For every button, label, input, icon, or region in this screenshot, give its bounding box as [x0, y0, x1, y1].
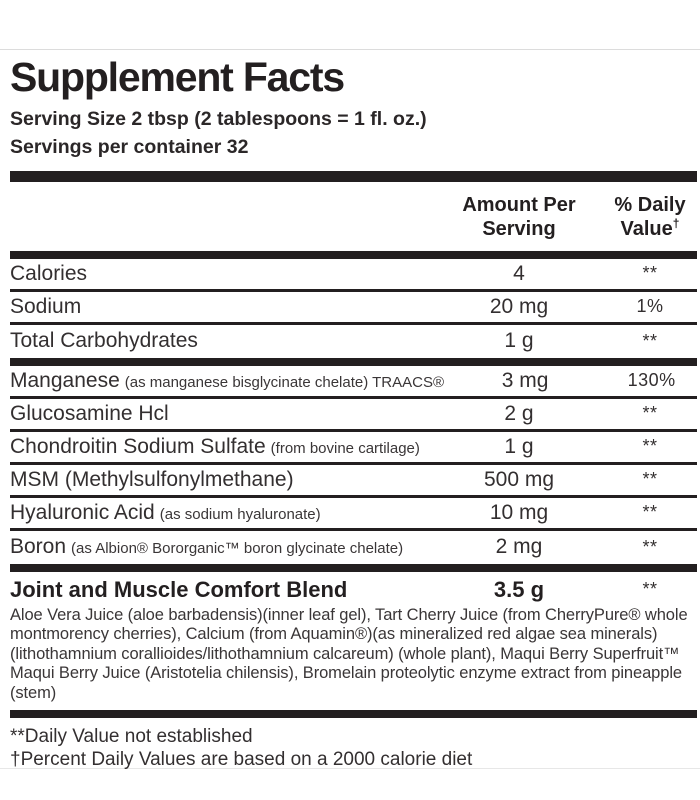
panel-title: Supplement Facts — [10, 54, 345, 100]
column-header-amount-line1: Amount Per — [462, 194, 576, 217]
nutrient-amount: 2 g — [504, 401, 534, 425]
nutrient-row-chondroitin: Chondroitin Sodium Sulfate (from bovine c… — [10, 432, 697, 465]
dagger-symbol: † — [672, 216, 680, 231]
thick-rule — [10, 563, 697, 572]
blend-ingredients-text: Aloe Vera Juice (aloe barbadensis)(inner… — [10, 605, 688, 702]
nutrient-daily-value: ** — [642, 263, 658, 284]
nutrient-name: Manganese — [10, 368, 120, 392]
nutrient-daily-value: ** — [642, 436, 658, 457]
nutrient-name: Calories — [10, 261, 88, 285]
nutrient-amount: 500 mg — [483, 467, 555, 491]
nutrient-daily-value: ** — [642, 403, 658, 424]
nutrient-amount: 1 g — [504, 434, 534, 458]
blend-name: Joint and Muscle Comfort Blend — [10, 576, 348, 602]
nutrient-detail: (from bovine cartilage) — [270, 439, 420, 457]
column-header-amount-line2: Serving — [482, 218, 556, 241]
column-header-dv-line1: % Daily — [614, 194, 686, 217]
nutrient-daily-value: ** — [642, 536, 658, 557]
top-divider — [0, 49, 700, 50]
thick-rule — [10, 710, 697, 719]
nutrient-detail: (as manganese bisglycinate chelate) TRAA… — [124, 373, 445, 391]
nutrient-amount: 2 mg — [495, 535, 543, 559]
nutrient-name: Chondroitin Sodium Sulfate — [10, 434, 266, 458]
nutrient-row-manganese: Manganese (as manganese bisglycinate chel… — [10, 366, 697, 399]
nutrient-name: Sodium — [10, 294, 82, 318]
table-column-headers: Amount Per Serving % Daily Value† — [10, 182, 697, 250]
supplement-facts-panel: Supplement Facts Serving Size 2 tbsp (2 … — [10, 54, 697, 771]
column-header-dv-line2-text: Value — [620, 218, 673, 241]
nutrient-detail: (as sodium hyaluronate) — [159, 505, 321, 523]
nutrient-row-msm: MSM (Methylsulfonylmethane) 500 mg ** — [10, 465, 697, 498]
bottom-divider — [0, 768, 700, 769]
nutrient-detail: (as Albion® Bororganic™ boron glycinate … — [71, 540, 404, 558]
nutrient-daily-value: ** — [642, 469, 658, 490]
footnote-daily-value: **Daily Value not established — [10, 726, 253, 748]
nutrient-amount: 20 mg — [489, 294, 549, 318]
nutrient-name: MSM (Methylsulfonylmethane) — [10, 467, 294, 491]
blend-daily-value: ** — [642, 579, 658, 600]
footnotes: **Daily Value not established †Percent D… — [10, 725, 697, 771]
nutrient-amount: 4 — [513, 261, 525, 285]
nutrient-daily-value: ** — [642, 502, 658, 523]
thick-rule — [10, 250, 697, 259]
nutrient-row-calories: Calories 4 ** — [10, 259, 697, 292]
footnote-percent-daily-values: †Percent Daily Values are based on a 200… — [10, 749, 473, 771]
thick-rule — [10, 171, 697, 183]
servings-per-container-text: Servings per container 32 — [10, 135, 249, 158]
thick-rule — [10, 357, 697, 366]
column-header-amount: Amount Per Serving — [435, 194, 603, 241]
nutrient-amount: 3 mg — [501, 368, 549, 392]
nutrient-amount: 1 g — [504, 329, 534, 353]
nutrient-name: Boron — [10, 535, 67, 559]
nutrient-name: Hyaluronic Acid — [10, 500, 155, 524]
column-header-dv-line2: Value† — [603, 216, 697, 242]
column-header-daily-value: % Daily Value† — [603, 194, 697, 241]
nutrient-row-sodium: Sodium 20 mg 1% — [10, 292, 697, 325]
nutrient-row-glucosamine: Glucosamine Hcl 2 g ** — [10, 399, 697, 432]
nutrient-name: Total Carbohydrates — [10, 329, 198, 353]
blend-row: Joint and Muscle Comfort Blend 3.5 g ** — [10, 575, 697, 605]
nutrient-amount: 10 mg — [489, 500, 549, 524]
nutrient-row-hyaluronic-acid: Hyaluronic Acid (as sodium hyaluronate) 1… — [10, 498, 697, 531]
nutrient-daily-value: 130% — [627, 370, 676, 391]
nutrient-row-boron: Boron (as Albion® Bororganic™ boron glyci… — [10, 531, 697, 564]
serving-size-text: Serving Size 2 tbsp (2 tablespoons = 1 f… — [10, 108, 427, 131]
nutrient-daily-value: ** — [642, 330, 658, 351]
blend-amount: 3.5 g — [493, 576, 545, 602]
nutrient-name: Glucosamine Hcl — [10, 401, 169, 425]
nutrient-daily-value: 1% — [636, 296, 664, 317]
nutrient-row-total-carbohydrates: Total Carbohydrates 1 g ** — [10, 325, 697, 358]
